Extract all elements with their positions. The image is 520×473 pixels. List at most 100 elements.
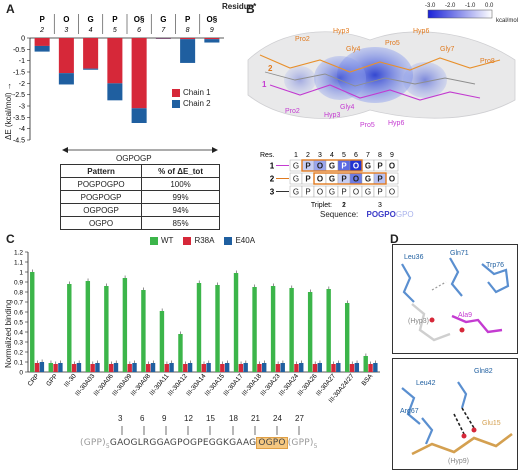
sequence-number: 3 xyxy=(118,414,123,423)
triplet-label: Triplet: xyxy=(311,202,332,209)
bar-r38a-CRP xyxy=(34,363,40,372)
table-row: OGPO 85% xyxy=(59,216,220,230)
bar-wt-BSA xyxy=(363,356,368,372)
bar-r38a-III-30A03 xyxy=(90,364,95,372)
seq-highlight: OGPO xyxy=(256,437,288,449)
bar-chain1-O9 xyxy=(204,38,220,40)
grid-letter: G xyxy=(329,175,335,184)
bar-e40a-III-30A24/27 xyxy=(354,363,360,372)
percent-cell: 99% xyxy=(141,190,220,204)
colorbar-tick: -3.0 xyxy=(425,3,436,9)
y-tick-label: 0 xyxy=(21,36,25,43)
pattern-table-header: Pattern % of ΔE_tot xyxy=(59,164,220,178)
grid-letter: G xyxy=(293,162,299,171)
grid-letter: G xyxy=(293,175,299,184)
residue-label: Ala9 xyxy=(458,312,473,319)
bar-wt-III-30A17 xyxy=(233,273,239,372)
grid-letter: P xyxy=(377,175,383,184)
bottom-arrow xyxy=(62,147,218,153)
bar-e40a-III-30A14 xyxy=(206,363,211,372)
orange-label: Gly7 xyxy=(440,46,455,53)
seq-prefix-sub: 5 xyxy=(105,442,110,450)
sequence-number: 12 xyxy=(184,414,193,423)
grid-letter: P xyxy=(341,175,347,184)
residue-letter: O§ xyxy=(134,15,145,24)
colorbar-tick: -2.0 xyxy=(445,3,456,9)
bar-r38a-GPP xyxy=(53,364,58,372)
bar-wt-III-30A18 xyxy=(252,287,257,372)
colorbar xyxy=(427,9,493,19)
bar-e40a-III-30A08 xyxy=(150,363,156,372)
panel-a-legend: Chain 1 Chain 2 xyxy=(172,88,211,108)
grid-letter: O xyxy=(353,175,359,184)
bar-chain2-P8 xyxy=(180,39,196,63)
residue-letter: G xyxy=(88,15,94,24)
bar-chain1-O3 xyxy=(58,38,74,74)
grid-letter: G xyxy=(329,162,335,171)
sequence-bold: POGPO xyxy=(366,210,396,219)
residue-label: Glu15 xyxy=(482,420,501,427)
y-tick-label: -3 xyxy=(19,104,25,111)
y-tick-label: 0.1 xyxy=(14,360,23,367)
y-tick-label: 1.2 xyxy=(14,250,23,257)
bar-wt-III-30A24/27 xyxy=(344,303,350,372)
residue-number: 6 xyxy=(137,27,141,34)
orange-label: Pro2 xyxy=(295,36,310,43)
legend-label-r38a: R38A xyxy=(194,236,215,245)
bar-r38a-III-30A08 xyxy=(146,364,151,372)
bar-wt-III-30A08 xyxy=(141,290,146,372)
y-tick-label: -3.5 xyxy=(13,115,25,122)
row-label: 3 xyxy=(270,188,275,197)
panel-a-chart: 0 -0.5 -1 -1.5 -2 -2.5 -3 -3.5 -4 -4.5 P 2 O 3 G 4 P 5 O§ 6… xyxy=(13,14,224,145)
bar-r38a-III-30A09 xyxy=(127,364,132,372)
magenta-label: Gly4 xyxy=(340,104,355,111)
row-label: 2 xyxy=(270,175,275,184)
structure-top-image xyxy=(392,244,518,354)
bar-chain1-P5 xyxy=(107,38,123,84)
bar-r38a-III-30A24 xyxy=(294,364,299,372)
residue-label: (Hyp9) xyxy=(448,458,470,465)
y-tick-label: 0.2 xyxy=(14,350,23,357)
legend-chain1: Chain 1 xyxy=(172,88,211,97)
colorbar-tick: 0.0 xyxy=(485,3,494,9)
residue-label: Leu36 xyxy=(404,254,424,261)
residue-label: Arg67 xyxy=(400,408,419,415)
bar-r38a-III-30A11 xyxy=(164,364,169,372)
bar-e40a-III-30 xyxy=(76,363,82,372)
bar-chain1-P2 xyxy=(34,38,50,46)
residue-number: 8 xyxy=(186,27,190,34)
seq-main: GAOGLRGGAGPOGPEGGKGAAG xyxy=(109,438,257,448)
magenta-label: Pro2 xyxy=(285,108,300,115)
res-number: 3 xyxy=(318,152,322,159)
res-number: 5 xyxy=(342,152,346,159)
sequence-light: GPO xyxy=(395,210,414,219)
res-number: 4 xyxy=(330,152,334,159)
grid-letter: O xyxy=(389,162,395,171)
bar-wt-III-30A26 xyxy=(307,292,313,372)
seq-suffix: (GPP) xyxy=(287,438,314,448)
bar-wt-III-30A14 xyxy=(196,283,202,372)
orange-label: Gly4 xyxy=(346,46,361,53)
bar-e40a-III-30A11 xyxy=(169,363,174,372)
highlight-box xyxy=(301,159,363,172)
y-tick-label: 0.7 xyxy=(14,300,23,307)
bar-r38a-III-30A06 xyxy=(108,364,114,372)
y-tick-label: -4.5 xyxy=(13,138,25,145)
residue-letter: O xyxy=(63,15,69,24)
grid-letter: O xyxy=(353,162,359,171)
bar-r38a-BSA xyxy=(368,364,373,372)
bar-e40a-III-30A27 xyxy=(336,363,341,372)
grid-letter: G xyxy=(365,188,371,197)
sequence-number: 24 xyxy=(273,414,282,423)
colorbar-unit: kcal/mol xyxy=(496,18,519,24)
grid-letter: P xyxy=(305,162,311,171)
residue-title: Residue* xyxy=(222,2,257,11)
bar-e40a-III-30A24 xyxy=(299,363,304,372)
bar-e40a-III-30A06 xyxy=(113,363,119,372)
legend-chain2: Chain 2 xyxy=(172,99,211,108)
legend-wt: WT xyxy=(150,236,173,245)
bar-r38a-III-30A18 xyxy=(257,364,262,372)
res-number: 9 xyxy=(390,152,394,159)
grid-cell xyxy=(385,185,399,198)
res-number: 8 xyxy=(378,152,382,159)
